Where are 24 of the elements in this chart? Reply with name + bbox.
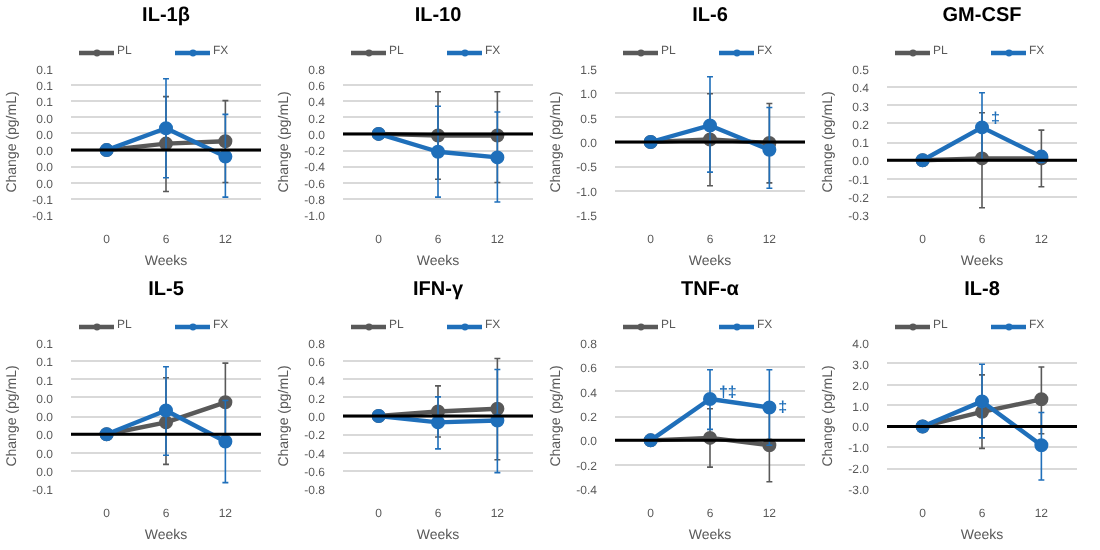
annotation: †‡: [718, 382, 737, 401]
point: [159, 121, 173, 136]
point: [703, 118, 717, 133]
point: [762, 400, 777, 415]
chart-title: IL-10: [414, 5, 463, 27]
point: [1034, 438, 1049, 453]
point: [431, 144, 445, 159]
chart-title: IL-6: [692, 5, 729, 27]
point: [703, 391, 717, 406]
annotation: ‡: [778, 398, 788, 417]
chart-title: GM-CSF: [942, 5, 1022, 27]
chart-title: IFN-γ: [413, 279, 464, 301]
point: [159, 403, 173, 418]
point: [762, 142, 777, 157]
chart-title: IL-5: [148, 279, 185, 301]
chart-title: IL-1β: [142, 5, 190, 27]
point: [490, 150, 505, 165]
point: [218, 434, 233, 449]
chart-title: IL-8: [964, 279, 1001, 301]
chart-title: TNF-α: [681, 279, 741, 301]
annotation: ‡: [990, 109, 1000, 128]
point: [1034, 392, 1049, 407]
point: [975, 120, 989, 135]
point: [975, 394, 989, 409]
